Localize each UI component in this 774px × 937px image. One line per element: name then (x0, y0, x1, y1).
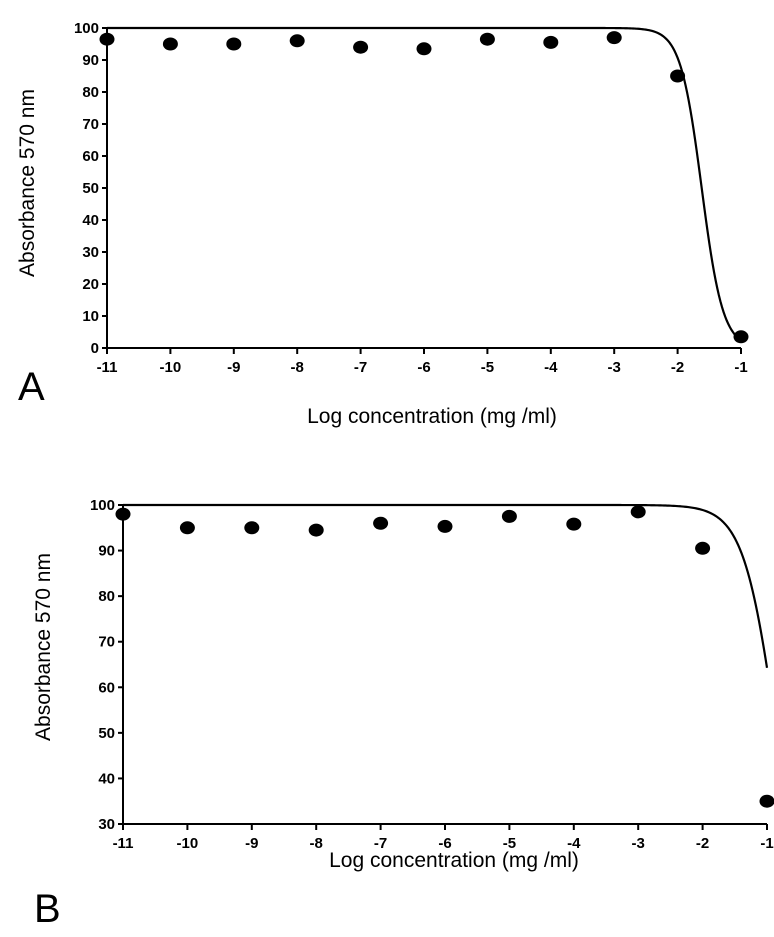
y-tick-label: 90 (98, 543, 115, 560)
y-tick-label: 10 (82, 308, 99, 325)
x-tick-label: -8 (310, 835, 323, 852)
chart-panel-b: Absorbance 570 nm Log concentration (mg … (32, 497, 774, 931)
data-point (695, 541, 711, 555)
x-tick-label: -9 (227, 359, 240, 376)
fit-curve (123, 503, 769, 668)
y-tick-label: 90 (82, 52, 99, 69)
data-point (226, 37, 242, 51)
y-tick-label: 0 (91, 340, 99, 357)
y-tick-label: 30 (82, 244, 99, 261)
data-point (99, 32, 115, 46)
x-tick-label: -5 (481, 359, 494, 376)
x-axis-title: Log concentration (mg /ml) (329, 849, 579, 872)
data-point (566, 517, 582, 531)
data-point (543, 35, 559, 49)
fit-curve (107, 26, 742, 342)
x-axis-title: Log concentration (mg /ml) (307, 405, 557, 428)
y-tick-label: 80 (82, 84, 99, 101)
y-tick-label: 50 (82, 180, 99, 197)
data-point (437, 519, 453, 533)
x-tick-label: -10 (177, 835, 199, 852)
panel-letter: A (18, 365, 45, 409)
data-point (416, 42, 432, 56)
x-tick-label: -4 (544, 359, 558, 376)
x-tick-label: -2 (696, 835, 709, 852)
data-point (733, 330, 749, 344)
x-tick-label: -11 (97, 359, 118, 376)
x-tick-label: -6 (438, 835, 451, 852)
x-tick-label: -11 (113, 835, 134, 852)
y-axis-title: Absorbance 570 nm (16, 89, 39, 277)
y-axis-title: Absorbance 570 nm (32, 553, 55, 741)
x-tick-label: -1 (760, 835, 773, 852)
data-point (670, 69, 686, 83)
y-tick-label: 30 (98, 816, 115, 833)
y-tick-label: 80 (98, 588, 115, 605)
chart-panel-a: Absorbance 570 nm Log concentration (mg … (16, 20, 749, 428)
y-tick-label: 70 (98, 634, 115, 651)
data-point (630, 505, 646, 519)
data-point (162, 37, 178, 51)
y-tick-label: 60 (82, 148, 99, 165)
data-point (115, 507, 131, 521)
x-tick-label: -3 (608, 359, 621, 376)
data-point (501, 509, 517, 523)
x-tick-label: -2 (671, 359, 684, 376)
y-tick-label: 60 (98, 679, 115, 696)
x-tick-label: -9 (245, 835, 258, 852)
x-tick-label: -7 (354, 359, 367, 376)
x-tick-label: -5 (503, 835, 516, 852)
y-tick-label: 70 (82, 116, 99, 133)
x-tick-label: -1 (734, 359, 747, 376)
panel-letter: B (34, 887, 61, 931)
y-tick-label: 100 (90, 497, 115, 514)
x-tick-label: -10 (160, 359, 182, 376)
data-point (353, 40, 369, 54)
y-tick-label: 40 (82, 212, 99, 229)
x-tick-label: -4 (567, 835, 581, 852)
x-tick-label: -6 (417, 359, 430, 376)
x-tick-label: -8 (291, 359, 304, 376)
y-tick-label: 100 (74, 20, 99, 37)
data-point (179, 521, 195, 535)
data-point (308, 523, 324, 537)
data-point (479, 32, 495, 46)
y-tick-label: 40 (98, 770, 115, 787)
data-point (759, 794, 774, 808)
x-tick-label: -7 (374, 835, 387, 852)
y-tick-label: 20 (82, 276, 99, 293)
data-point (244, 521, 260, 535)
x-tick-label: -3 (632, 835, 645, 852)
y-tick-label: 50 (98, 725, 115, 742)
data-point (289, 34, 305, 48)
data-point (373, 516, 389, 530)
data-point (606, 31, 622, 45)
